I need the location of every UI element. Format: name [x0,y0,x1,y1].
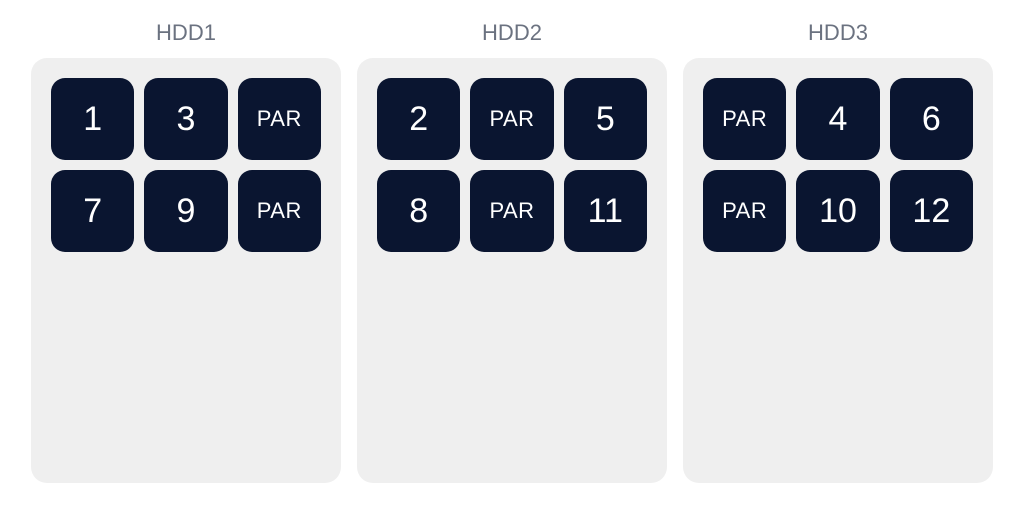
parity-block: PAR [238,78,321,160]
data-block: 9 [144,170,227,252]
parity-block: PAR [238,170,321,252]
data-block: 7 [51,170,134,252]
drive-title: HDD3 [808,20,868,46]
drive-panel: 2 PAR 5 8 PAR 11 [357,58,667,483]
drives-container: HDD1 1 3 PAR 7 9 PAR HDD2 2 PAR 5 8 PAR … [30,20,994,483]
data-block: 1 [51,78,134,160]
drive-title: HDD1 [156,20,216,46]
drive-hdd2: HDD2 2 PAR 5 8 PAR 11 [357,20,667,483]
blocks-grid: PAR 4 6 PAR 10 12 [703,78,973,252]
drive-panel: 1 3 PAR 7 9 PAR [31,58,341,483]
blocks-grid: 2 PAR 5 8 PAR 11 [377,78,647,252]
drive-title: HDD2 [482,20,542,46]
parity-block: PAR [470,78,553,160]
data-block: 12 [890,170,973,252]
data-block: 4 [796,78,879,160]
data-block: 11 [564,170,647,252]
data-block: 8 [377,170,460,252]
data-block: 2 [377,78,460,160]
drive-panel: PAR 4 6 PAR 10 12 [683,58,993,483]
data-block: 10 [796,170,879,252]
parity-block: PAR [703,78,786,160]
data-block: 6 [890,78,973,160]
data-block: 5 [564,78,647,160]
parity-block: PAR [470,170,553,252]
data-block: 3 [144,78,227,160]
parity-block: PAR [703,170,786,252]
blocks-grid: 1 3 PAR 7 9 PAR [51,78,321,252]
drive-hdd1: HDD1 1 3 PAR 7 9 PAR [31,20,341,483]
drive-hdd3: HDD3 PAR 4 6 PAR 10 12 [683,20,993,483]
